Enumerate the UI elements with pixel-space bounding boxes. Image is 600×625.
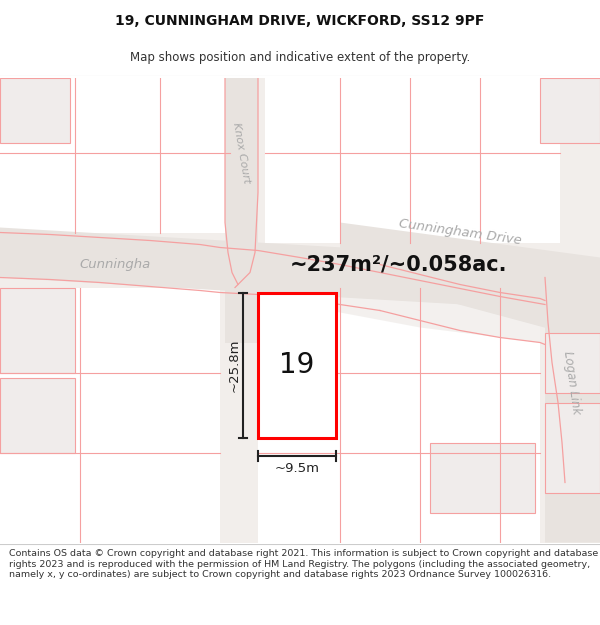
Text: Knox Court: Knox Court xyxy=(231,121,251,184)
Text: Cunningha: Cunningha xyxy=(79,258,151,271)
Bar xyxy=(545,402,600,492)
Polygon shape xyxy=(0,288,220,542)
Text: ~9.5m: ~9.5m xyxy=(275,462,320,475)
Polygon shape xyxy=(258,288,540,342)
Bar xyxy=(0,288,75,372)
Text: ~237m²/~0.058ac.: ~237m²/~0.058ac. xyxy=(290,254,508,274)
Bar xyxy=(0,78,70,142)
Text: 19, CUNNINGHAM DRIVE, WICKFORD, SS12 9PF: 19, CUNNINGHAM DRIVE, WICKFORD, SS12 9PF xyxy=(115,14,485,28)
Bar xyxy=(258,292,336,437)
Polygon shape xyxy=(0,78,230,232)
Polygon shape xyxy=(258,288,540,542)
Text: ~25.8m: ~25.8m xyxy=(227,338,241,392)
Bar xyxy=(430,442,535,512)
Text: Logan Link: Logan Link xyxy=(561,350,583,415)
Polygon shape xyxy=(265,78,560,242)
Polygon shape xyxy=(340,222,600,343)
Polygon shape xyxy=(0,228,600,312)
Bar xyxy=(545,332,600,392)
Text: Cunningham Drive: Cunningham Drive xyxy=(398,217,522,248)
Polygon shape xyxy=(545,278,600,542)
Bar xyxy=(540,78,600,142)
Bar xyxy=(0,378,75,452)
Polygon shape xyxy=(225,78,258,342)
Text: Map shows position and indicative extent of the property.: Map shows position and indicative extent… xyxy=(130,51,470,64)
Text: 19: 19 xyxy=(280,351,314,379)
Text: Contains OS data © Crown copyright and database right 2021. This information is : Contains OS data © Crown copyright and d… xyxy=(9,549,598,579)
